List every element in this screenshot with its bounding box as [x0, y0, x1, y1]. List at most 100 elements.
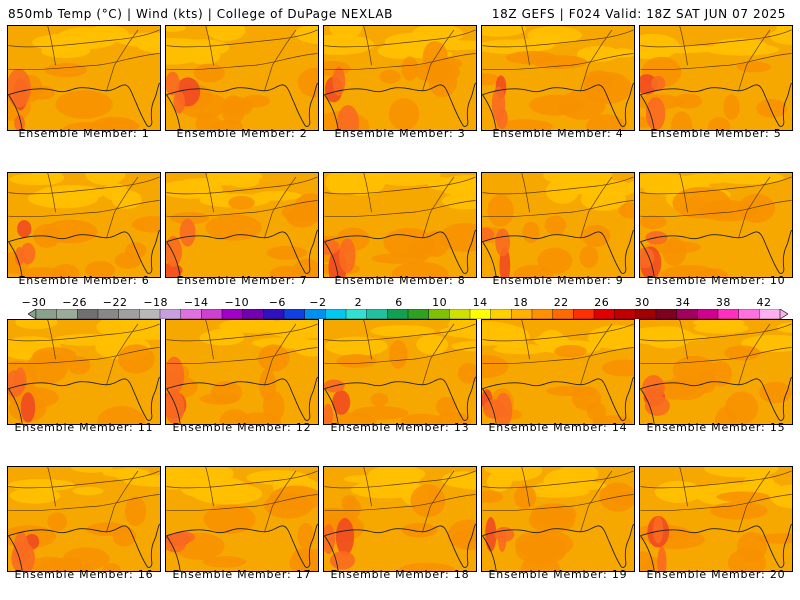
- temperature-field-map: [324, 467, 476, 571]
- ensemble-panel-17: [165, 466, 319, 572]
- colorbar-max-arrow: [779, 309, 788, 319]
- colorbar-swatch: [655, 309, 678, 319]
- ensemble-member-caption: Ensemble Member: 20: [646, 568, 786, 581]
- colorbar-swatch: [531, 309, 554, 319]
- ensemble-member-caption: Ensemble Member: 4: [492, 127, 624, 140]
- colorbar-swatch: [180, 309, 202, 319]
- colorbar-tick-label: −30: [21, 296, 47, 309]
- colorbar-swatch: [573, 309, 595, 319]
- ensemble-member-caption: Ensemble Member: 2: [176, 127, 308, 140]
- colorbar-tick-label: 34: [675, 296, 691, 309]
- colorbar-swatch: [56, 309, 78, 319]
- colorbar-tick-label: 10: [432, 296, 448, 309]
- colorbar-swatch: [676, 309, 698, 319]
- temperature-field-map: [166, 173, 318, 277]
- colorbar-swatch: [593, 309, 616, 319]
- ensemble-member-caption: Ensemble Member: 13: [330, 421, 470, 434]
- colorbar-swatch: [201, 309, 223, 319]
- colorbar-tick-label: 26: [594, 296, 610, 309]
- temperature-field-map: [8, 467, 160, 571]
- ensemble-panel-19: [481, 466, 635, 572]
- colorbar-swatch: [366, 309, 388, 319]
- ensemble-member-caption: Ensemble Member: 16: [14, 568, 154, 581]
- colorbar-tick-label: 2: [354, 296, 363, 309]
- colorbar-tick-label: −2: [309, 296, 327, 309]
- colorbar-tick-label: −18: [143, 296, 169, 309]
- colorbar-swatch: [97, 309, 120, 319]
- colorbar-swatch: [552, 309, 574, 319]
- ensemble-panel-14: [481, 319, 635, 425]
- colorbar-swatch: [263, 309, 285, 319]
- ensemble-member-caption: Ensemble Member: 3: [334, 127, 466, 140]
- temperature-field-map: [482, 173, 634, 277]
- ensemble-member-caption: Ensemble Member: 8: [334, 274, 466, 287]
- ensemble-panel-2: [165, 25, 319, 131]
- ensemble-member-caption: Ensemble Member: 11: [14, 421, 154, 434]
- temperature-field-map: [8, 26, 160, 130]
- temperature-field-map: [640, 467, 792, 571]
- colorbar-swatch: [449, 309, 471, 319]
- colorbar-swatch: [35, 309, 58, 319]
- ensemble-panel-5: [639, 25, 793, 131]
- colorbar-swatch: [77, 309, 99, 319]
- colorbar-min-arrow: [28, 309, 37, 319]
- temperature-field-map: [166, 26, 318, 130]
- colorbar-tick-label: 42: [756, 296, 772, 309]
- temperature-colorbar: [28, 309, 788, 319]
- colorbar-tick-label: 30: [634, 296, 650, 309]
- ensemble-member-caption: Ensemble Member: 18: [330, 568, 470, 581]
- ensemble-panel-4: [481, 25, 635, 131]
- temperature-field-map: [324, 26, 476, 130]
- ensemble-panel-6: [7, 172, 161, 278]
- ensemble-panel-18: [323, 466, 477, 572]
- colorbar-swatch: [614, 309, 636, 319]
- ensemble-member-caption: Ensemble Member: 10: [646, 274, 786, 287]
- ensemble-panel-7: [165, 172, 319, 278]
- colorbar-swatch: [345, 309, 368, 319]
- ensemble-member-caption: Ensemble Member: 15: [646, 421, 786, 434]
- colorbar-tick-label: 14: [472, 296, 488, 309]
- ensemble-member-caption: Ensemble Member: 6: [18, 274, 150, 287]
- colorbar-swatch: [511, 309, 533, 319]
- colorbar-swatch: [221, 309, 244, 319]
- colorbar-swatch: [118, 309, 140, 319]
- temperature-field-map: [482, 26, 634, 130]
- temperature-field-map: [482, 467, 634, 571]
- colorbar-swatch: [635, 309, 657, 319]
- ensemble-member-caption: Ensemble Member: 7: [176, 274, 308, 287]
- ensemble-panel-9: [481, 172, 635, 278]
- colorbar-swatch: [717, 309, 740, 319]
- ensemble-panel-13: [323, 319, 477, 425]
- ensemble-panel-1: [7, 25, 161, 131]
- ensemble-member-caption: Ensemble Member: 14: [488, 421, 628, 434]
- ensemble-panel-20: [639, 466, 793, 572]
- ensemble-member-caption: Ensemble Member: 9: [492, 274, 624, 287]
- colorbar-tick-label: 6: [395, 296, 403, 309]
- colorbar-tick-label: −10: [224, 296, 250, 309]
- colorbar-swatch: [469, 309, 492, 319]
- colorbar-swatch: [407, 309, 430, 319]
- ensemble-member-caption: Ensemble Member: 19: [488, 568, 628, 581]
- colorbar-swatch: [738, 309, 760, 319]
- colorbar-tick-label: 22: [553, 296, 569, 309]
- temperature-field-map: [166, 467, 318, 571]
- ensemble-panel-10: [639, 172, 793, 278]
- colorbar-swatch: [304, 309, 326, 319]
- colorbar-swatch: [242, 309, 264, 319]
- colorbar-tick-label: −26: [62, 296, 87, 309]
- temperature-field-map: [482, 320, 634, 424]
- colorbar-swatch: [387, 309, 409, 319]
- map-title: 850mb Temp (°C) | Wind (kts) | College o…: [8, 7, 394, 21]
- ensemble-member-caption: Ensemble Member: 12: [172, 421, 312, 434]
- colorbar-swatch: [159, 309, 182, 319]
- ensemble-member-caption: Ensemble Member: 1: [18, 127, 150, 140]
- colorbar-tick-label: −22: [102, 296, 128, 309]
- colorbar-swatch: [428, 309, 450, 319]
- temperature-field-map: [324, 320, 476, 424]
- ensemble-member-caption: Ensemble Member: 5: [650, 127, 782, 140]
- ensemble-panel-16: [7, 466, 161, 572]
- temperature-field-map: [8, 320, 160, 424]
- colorbar-swatch: [759, 309, 781, 319]
- ensemble-panel-3: [323, 25, 477, 131]
- temperature-field-map: [324, 173, 476, 277]
